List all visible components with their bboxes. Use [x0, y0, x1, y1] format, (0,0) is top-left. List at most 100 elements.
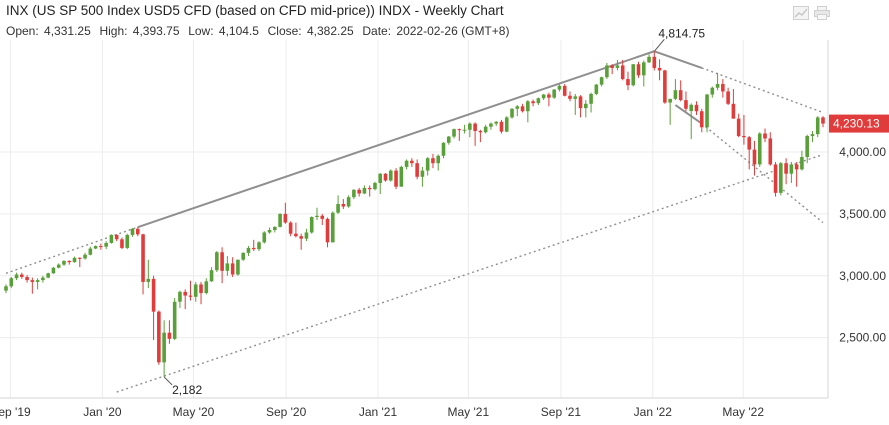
candle-body: [225, 263, 230, 271]
candle-body: [457, 129, 462, 131]
candle-body: [594, 84, 599, 94]
candle-body: [346, 197, 351, 207]
candle-body: [657, 67, 662, 71]
x-tick-label: May '21: [448, 405, 490, 419]
candle-body: [25, 277, 29, 281]
candle-body: [478, 131, 483, 133]
candle-body: [67, 260, 72, 263]
candle-body: [699, 111, 704, 128]
trendlines: [5, 50, 824, 393]
last-price-label: 4,230.13: [833, 117, 880, 131]
candle-body: [473, 123, 477, 132]
candle-body: [757, 133, 762, 165]
x-tick-label: May '22: [722, 405, 764, 419]
candle-body: [710, 87, 715, 95]
candle-body: [805, 135, 809, 157]
candle-body: [394, 170, 398, 187]
candle-body: [309, 217, 314, 233]
low-value: 4,104.5: [218, 24, 259, 38]
candle-body: [341, 204, 346, 207]
x-tick-label: Sep '21: [541, 405, 582, 419]
trendline-dotted: [116, 153, 824, 393]
candle-body: [763, 133, 767, 139]
candle-body: [56, 264, 61, 268]
candle-body: [367, 187, 372, 190]
candle-body: [193, 284, 198, 297]
trendline-solid: [653, 50, 703, 69]
candle-body: [562, 85, 567, 96]
candle-body: [104, 242, 108, 247]
candle-body: [573, 96, 578, 99]
candle-body: [304, 232, 309, 239]
last-price-badge: [829, 114, 889, 133]
candle-body: [425, 158, 430, 171]
candle-body: [294, 233, 298, 237]
candle-body: [784, 163, 788, 174]
chart-settings-icon[interactable]: [793, 6, 809, 20]
candle-body: [541, 94, 546, 99]
candle-body: [77, 257, 82, 259]
candle-body: [552, 89, 556, 98]
candle-body: [109, 234, 114, 243]
candle-body: [125, 234, 130, 248]
candle-body: [800, 157, 804, 170]
candle-body: [157, 311, 161, 363]
candle-body: [504, 117, 509, 132]
trendline-dotted: [701, 67, 824, 114]
ohlc-readout: Open: 4,331.25 High: 4,393.75 Low: 4,104…: [6, 24, 511, 38]
candle-body: [72, 257, 77, 263]
candle-body: [373, 182, 377, 190]
candle-body: [30, 280, 35, 282]
candle-body: [93, 246, 98, 249]
candle-body: [578, 96, 583, 109]
candle-body: [431, 158, 435, 164]
candle-body: [14, 274, 19, 279]
x-tick-label: Sep '19: [0, 405, 31, 419]
axes: Sep '19 Jan '20 May '20 Sep '20 Jan '21 May '…: [0, 40, 886, 419]
candle-body: [779, 163, 783, 193]
candle-body: [462, 129, 467, 131]
candle-body: [721, 84, 725, 92]
print-icon[interactable]: [814, 6, 830, 20]
candle-body: [652, 56, 657, 68]
trendline-solid: [137, 50, 655, 229]
candle-body: [568, 95, 572, 99]
date-label: Date:: [362, 24, 392, 38]
candle-body: [441, 142, 446, 156]
candle-body: [694, 104, 699, 112]
candle-body: [331, 212, 335, 243]
low-label: Low:: [188, 24, 214, 38]
annotation-leader: [653, 38, 665, 52]
candle-body: [668, 98, 672, 103]
candle-body: [278, 213, 282, 227]
candle-body: [636, 64, 641, 76]
candle-body: [172, 301, 177, 339]
candle-body: [20, 274, 24, 277]
candle-body: [315, 215, 319, 217]
candle-body: [742, 135, 746, 138]
candle-body: [794, 164, 799, 170]
candle-body: [689, 104, 694, 112]
candle-body: [267, 229, 272, 233]
candle-body: [605, 65, 609, 78]
annotation-leader: [163, 376, 173, 386]
candle-body: [215, 252, 219, 271]
candle-body: [715, 84, 720, 88]
candle-body: [299, 236, 303, 239]
candle-body: [251, 247, 256, 250]
candle-body: [9, 278, 14, 287]
high-value: 4,393.75: [132, 24, 180, 38]
candle-body: [41, 277, 45, 281]
candle-body: [452, 129, 456, 137]
candle-body: [236, 259, 240, 275]
x-tick-label: Sep '20: [266, 405, 307, 419]
candle-body: [46, 273, 50, 278]
candle-body: [246, 247, 251, 253]
candle-body: [415, 163, 419, 177]
candle-body: [752, 149, 757, 165]
y-tick-label: 4,000.00: [839, 145, 886, 159]
candle-body: [62, 260, 66, 265]
candle-body: [120, 239, 124, 248]
y-tick-label: 3,000.00: [839, 269, 886, 283]
